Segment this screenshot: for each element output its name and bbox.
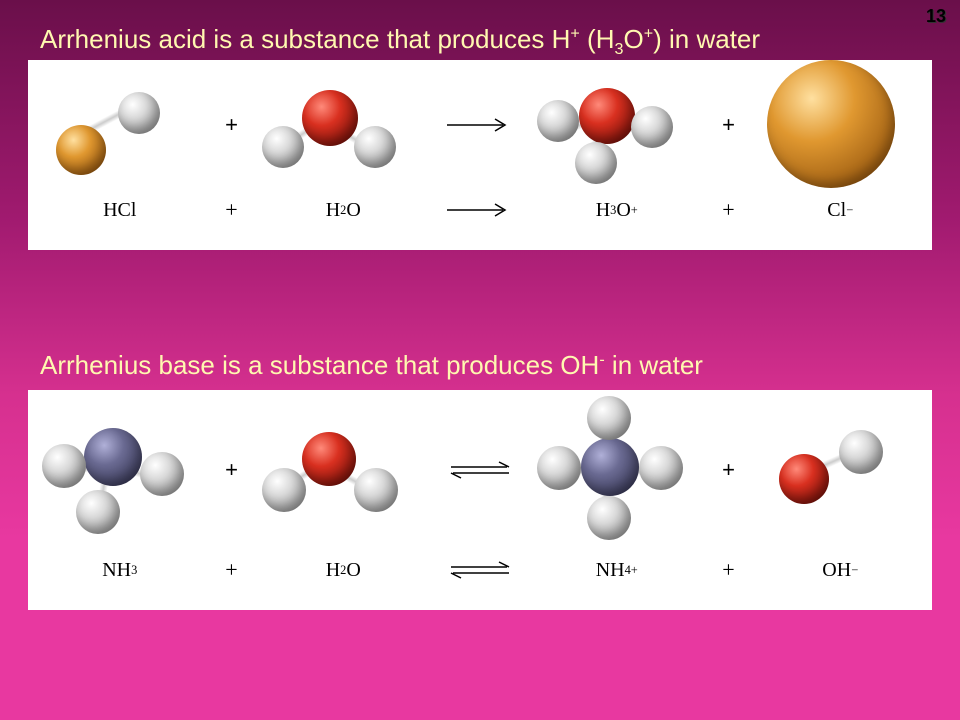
arrow-forward: [435, 198, 525, 222]
atom-h: [118, 92, 160, 134]
plus-op: +: [709, 197, 749, 223]
acid-heading-mid: (H: [580, 24, 615, 54]
atom-h: [639, 446, 683, 490]
plus-op: +: [212, 197, 252, 223]
atom-h: [587, 496, 631, 540]
f: +: [631, 563, 638, 578]
mol-nh3: [28, 390, 212, 550]
formula-h2o-b: H2O: [252, 550, 436, 590]
mol-h2o: [252, 60, 436, 190]
atom-h: [262, 468, 306, 512]
formula-nh4: NH4+: [525, 550, 709, 590]
acid-heading: Arrhenius acid is a substance that produ…: [40, 24, 760, 59]
acid-heading-sup1: +: [570, 24, 579, 42]
f: 3: [131, 563, 137, 578]
atom-h: [262, 126, 304, 168]
arrow-forward: [435, 113, 525, 137]
formula-h3o: H3O+: [525, 190, 709, 230]
f: H: [326, 199, 340, 222]
atom-cl-big: [767, 60, 895, 188]
mol-cl-ion: [749, 60, 933, 190]
plus-op: +: [709, 457, 749, 483]
formula-cl: Cl−: [749, 190, 933, 230]
plus-op: +: [709, 112, 749, 138]
mol-h3o: [525, 60, 709, 190]
acid-heading-sup2: +: [644, 24, 653, 42]
atom-h: [537, 100, 579, 142]
f: Cl: [827, 199, 846, 222]
atom-o: [302, 432, 356, 486]
f: OH: [822, 559, 851, 582]
atom-o: [779, 454, 829, 504]
base-formula-row: NH3 + H2O NH4+ + OH−: [28, 550, 932, 590]
mol-oh: [749, 390, 933, 550]
atom-n: [581, 438, 639, 496]
base-reaction-panel: + +: [28, 390, 932, 610]
base-heading-post: in water: [605, 350, 703, 380]
mol-hcl: [28, 60, 212, 190]
plus-op: +: [212, 557, 252, 583]
base-heading: Arrhenius base is a substance that produ…: [40, 350, 703, 381]
acid-heading-pre: Arrhenius acid is a substance that produ…: [40, 24, 570, 54]
plus-op: +: [212, 112, 252, 138]
base-heading-pre: Arrhenius base is a substance that produ…: [40, 350, 599, 380]
f: O: [346, 199, 360, 222]
acid-reaction-panel: + + HCl + H2O: [28, 60, 932, 250]
plus-op: +: [212, 457, 252, 483]
atom-o: [302, 90, 358, 146]
atom-o: [579, 88, 635, 144]
atom-h: [537, 446, 581, 490]
arrow-equilibrium: [435, 458, 525, 482]
page-number: 13: [926, 6, 946, 27]
formula-nh3: NH3: [28, 550, 212, 590]
atom-h: [76, 490, 120, 534]
atom-h: [140, 452, 184, 496]
f: +: [631, 203, 638, 218]
plus-op: +: [709, 557, 749, 583]
f: O: [616, 199, 630, 222]
f: NH: [596, 559, 625, 582]
mol-nh4: [525, 390, 709, 550]
acid-heading-post: ) in water: [653, 24, 760, 54]
atom-n: [84, 428, 142, 486]
base-mol-row: + +: [28, 390, 932, 550]
formula-hcl: HCl: [28, 190, 212, 230]
f: H: [596, 199, 610, 222]
acid-formula-row: HCl + H2O H3O+ + Cl−: [28, 190, 932, 230]
atom-h: [575, 142, 617, 184]
f: O: [346, 559, 360, 582]
atom-h: [354, 126, 396, 168]
formula-oh: OH−: [749, 550, 933, 590]
f: H: [326, 559, 340, 582]
atom-cl: [56, 125, 106, 175]
mol-h2o-b: [252, 390, 436, 550]
atom-h: [587, 396, 631, 440]
f: −: [846, 203, 853, 218]
arrow-equilibrium: [435, 558, 525, 582]
f: NH: [102, 559, 131, 582]
acid-heading-mid2: O: [623, 24, 643, 54]
formula-h2o: H2O: [252, 190, 436, 230]
f: −: [851, 563, 858, 578]
atom-h: [42, 444, 86, 488]
atom-h: [354, 468, 398, 512]
acid-mol-row: + +: [28, 60, 932, 190]
atom-h: [839, 430, 883, 474]
atom-h: [631, 106, 673, 148]
